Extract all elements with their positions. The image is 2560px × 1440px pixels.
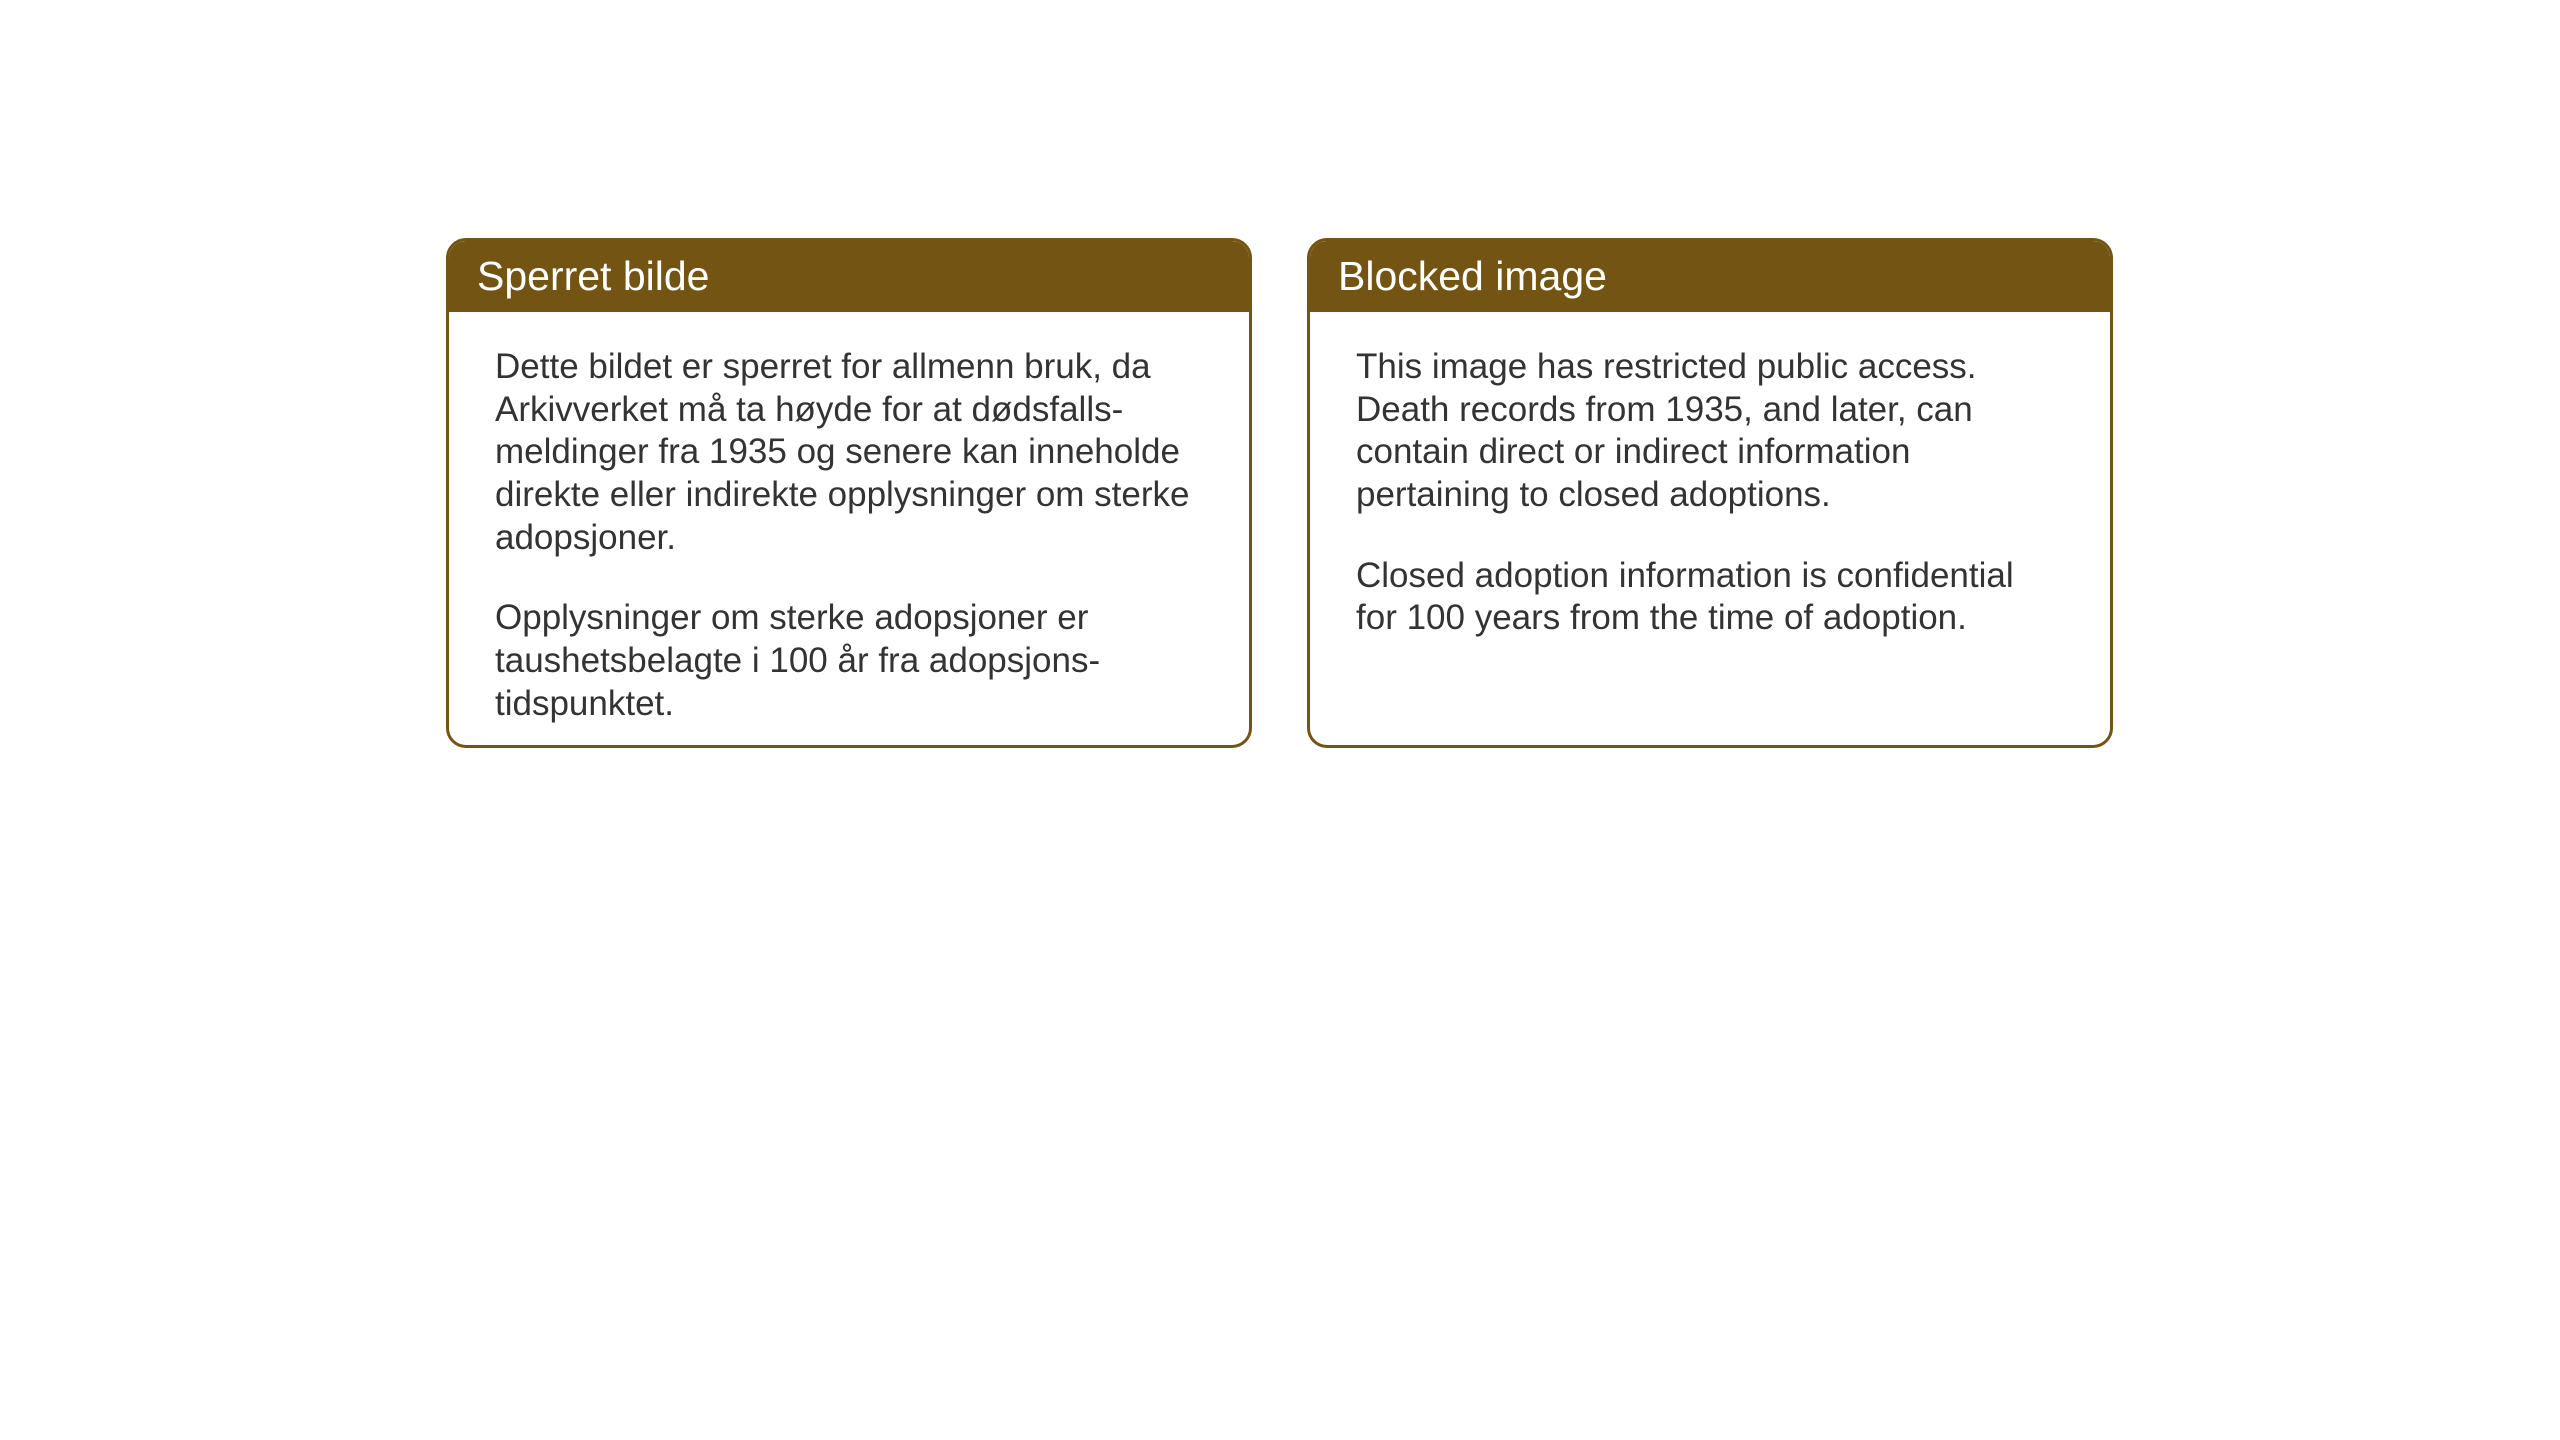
english-paragraph-2: Closed adoption information is confident…: [1356, 555, 2064, 640]
norwegian-paragraph-2: Opplysninger om sterke adopsjoner er tau…: [495, 597, 1203, 725]
norwegian-paragraph-1: Dette bildet er sperret for allmenn bruk…: [495, 346, 1203, 559]
norwegian-card-title: Sperret bilde: [449, 241, 1249, 312]
english-card-body: This image has restricted public access.…: [1310, 312, 2110, 674]
norwegian-card-body: Dette bildet er sperret for allmenn bruk…: [449, 312, 1249, 748]
norwegian-card: Sperret bilde Dette bildet er sperret fo…: [446, 238, 1252, 748]
english-card: Blocked image This image has restricted …: [1307, 238, 2113, 748]
english-paragraph-1: This image has restricted public access.…: [1356, 346, 2064, 517]
english-card-title: Blocked image: [1310, 241, 2110, 312]
card-container: Sperret bilde Dette bildet er sperret fo…: [446, 238, 2113, 748]
